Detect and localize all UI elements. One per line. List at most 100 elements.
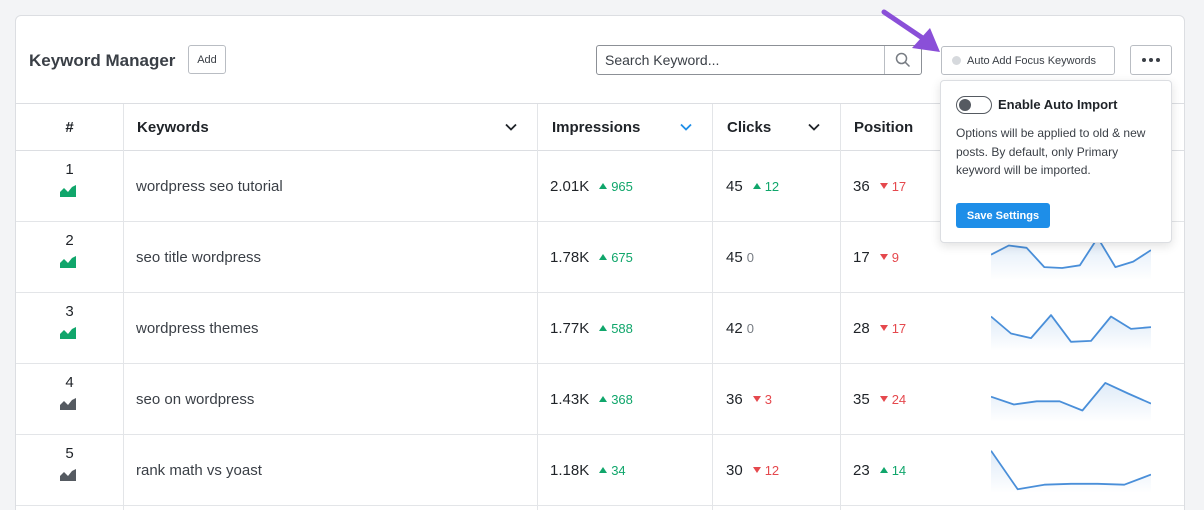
delta-value: 17: [891, 320, 907, 336]
clicks-value: 45: [726, 177, 743, 195]
delta-badge: 12: [752, 178, 780, 194]
auto-import-popup: Enable Auto Import Options will be appli…: [940, 80, 1172, 243]
clicks-cell: 30 12: [726, 435, 779, 505]
keyword-link[interactable]: seo title wordpress: [136, 248, 262, 266]
delta-value: 368: [611, 391, 633, 407]
arrow-up-icon: [879, 467, 888, 473]
ellipsis-icon: [1142, 58, 1146, 62]
arrow-up-icon: [599, 183, 608, 189]
column-position[interactable]: Position: [854, 119, 914, 136]
impressions-cell: 1.77K 588: [550, 293, 633, 363]
impressions-value: 1.18K: [550, 461, 590, 479]
arrow-down-icon: [752, 467, 761, 473]
position-cell: 36 17: [853, 151, 906, 221]
column-divider: [537, 104, 538, 510]
arrow-up-icon: [752, 183, 761, 189]
delta-value: 17: [891, 178, 907, 194]
delta-value: 0: [746, 249, 754, 265]
delta-badge: 3: [752, 391, 772, 407]
position-value: 36: [853, 177, 870, 195]
table-row[interactable]: 2 seo title wordpress 1.78K 675 45 0 17 9: [16, 222, 1184, 293]
keyword-link[interactable]: wordpress themes: [136, 319, 259, 337]
rank-number: 3: [65, 303, 74, 320]
trend-chart-icon: [60, 185, 76, 197]
delta-value: 3: [764, 391, 772, 407]
keyword-link[interactable]: rank math vs yoast: [136, 461, 262, 479]
position-value: 17: [853, 248, 870, 266]
rank-number: 1: [65, 161, 74, 178]
clicks-value: 42: [726, 319, 743, 337]
position-cell: 28 17: [853, 293, 906, 363]
clicks-cell: 42 0: [726, 293, 754, 363]
impressions-value: 1.43K: [550, 390, 590, 408]
search-button[interactable]: [884, 46, 921, 74]
arrow-up-icon: [599, 467, 608, 473]
enable-auto-import-toggle[interactable]: [956, 96, 992, 114]
arrow-down-icon: [879, 254, 888, 260]
sparkline-chart: [991, 314, 1151, 351]
table-row[interactable]: 3 wordpress themes 1.77K 588 42 0 28 17: [16, 293, 1184, 364]
add-keyword-button[interactable]: Add: [188, 45, 226, 74]
impressions-cell: 1.18K 34: [550, 435, 626, 505]
delta-badge: 34: [599, 462, 626, 478]
trend-chart-icon: [60, 327, 76, 339]
sparkline-chart: [991, 382, 1151, 422]
position-cell: 17 9: [853, 222, 899, 292]
popup-title: Enable Auto Import: [998, 97, 1118, 112]
clicks-value: 36: [726, 390, 743, 408]
delta-value: 588: [611, 320, 633, 336]
position-value: 35: [853, 390, 870, 408]
chevron-down-icon: [680, 123, 692, 131]
column-divider: [712, 104, 713, 510]
column-impressions[interactable]: Impressions: [552, 104, 722, 151]
chevron-down-icon: [808, 123, 820, 131]
delta-badge: 965: [599, 179, 633, 194]
impressions-cell: 1.78K 675: [550, 222, 633, 292]
page-title: Keyword Manager: [29, 51, 176, 70]
arrow-up-icon: [599, 325, 608, 331]
delta-value: 14: [891, 462, 907, 478]
position-value: 23: [853, 461, 870, 479]
rank-number: 5: [65, 445, 74, 462]
sparkline-chart: [991, 236, 1151, 280]
keyword-link[interactable]: wordpress seo tutorial: [136, 177, 283, 195]
clicks-value: 30: [726, 461, 743, 479]
rank-number: 2: [65, 232, 74, 249]
arrow-up-icon: [599, 396, 608, 402]
arrow-up-icon: [599, 254, 608, 260]
delta-badge: 12: [752, 462, 780, 478]
chevron-down-icon: [505, 123, 517, 131]
impressions-cell: 1.43K 368: [550, 364, 633, 434]
delta-value: 12: [764, 178, 780, 194]
delta-value: 12: [764, 462, 780, 478]
clicks-cell: 45 12: [726, 151, 779, 221]
clicks-value: 45: [726, 248, 743, 266]
arrow-down-icon: [752, 396, 761, 402]
delta-value: 34: [611, 462, 626, 478]
column-clicks[interactable]: Clicks: [727, 104, 852, 151]
sparkline-chart: [991, 450, 1151, 493]
impressions-cell: 2.01K 965: [550, 151, 633, 221]
delta-value: 0: [746, 320, 754, 336]
delta-value: 9: [891, 249, 899, 265]
more-options-button[interactable]: [1130, 45, 1172, 75]
delta-badge: 675: [599, 250, 633, 265]
search-box: [596, 45, 922, 75]
column-divider: [840, 104, 841, 510]
delta-value: 24: [891, 391, 907, 407]
table-row[interactable]: 5 rank math vs yoast 1.18K 34 30 12 23 14: [16, 435, 1184, 506]
impressions-value: 1.78K: [550, 248, 590, 266]
position-cell: 23 14: [853, 435, 906, 505]
keyword-link[interactable]: seo on wordpress: [136, 390, 255, 408]
rank-number: 4: [65, 374, 74, 391]
table-row[interactable]: 4 seo on wordpress 1.43K 368 36 3 35 24: [16, 364, 1184, 435]
auto-add-focus-keywords-button[interactable]: Auto Add Focus Keywords: [941, 46, 1115, 75]
column-keywords[interactable]: Keywords: [137, 104, 532, 151]
delta-badge: 17: [879, 320, 907, 336]
search-icon: [895, 52, 911, 68]
impressions-value: 2.01K: [550, 177, 590, 195]
delta-badge: 368: [599, 392, 633, 407]
table-row[interactable]: 1 wordpress seo tutorial 2.01K 965 45 12 36 17: [16, 151, 1184, 222]
search-input[interactable]: [597, 46, 884, 74]
save-settings-button[interactable]: Save Settings: [956, 203, 1050, 228]
